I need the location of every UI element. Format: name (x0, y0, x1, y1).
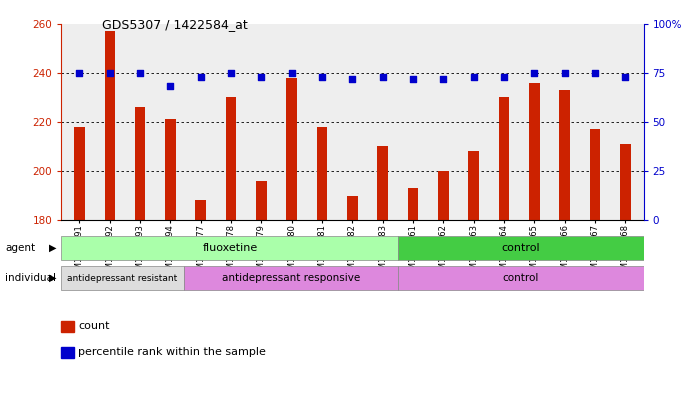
Bar (377, 146, 388, 220)
Point (438, 75, 449, 82)
Point (590, 70, 601, 76)
Point (469, 73, 479, 80)
Point (256, 73, 267, 80)
Bar (347, 195, 358, 220)
Point (529, 70, 540, 76)
Point (225, 70, 236, 76)
Point (317, 73, 328, 80)
Point (559, 70, 570, 76)
Point (104, 70, 115, 76)
Bar (469, 151, 479, 220)
Bar (195, 200, 206, 220)
Bar (620, 144, 631, 220)
Bar (74, 127, 85, 220)
Bar (590, 129, 601, 220)
Text: control: control (503, 273, 539, 283)
Bar (184, 266, 398, 290)
Bar (398, 236, 644, 260)
Point (195, 73, 206, 80)
Point (377, 73, 388, 80)
Bar (529, 83, 539, 220)
Bar (226, 97, 236, 220)
Bar (438, 171, 449, 220)
Text: GDS5307 / 1422584_at: GDS5307 / 1422584_at (102, 18, 248, 31)
Bar (287, 78, 297, 220)
Bar (559, 90, 570, 220)
Text: antidepressant resistant: antidepressant resistant (67, 274, 178, 283)
Bar (408, 188, 418, 220)
Point (286, 70, 297, 76)
Text: percentile rank within the sample: percentile rank within the sample (78, 347, 266, 357)
Bar (165, 119, 176, 220)
Text: ▶: ▶ (49, 273, 57, 283)
Text: fluoxetine: fluoxetine (202, 243, 257, 253)
Point (135, 70, 146, 76)
Bar (61, 266, 184, 290)
Point (347, 75, 358, 82)
Bar (398, 266, 644, 290)
Text: agent: agent (5, 242, 35, 253)
Bar (256, 181, 267, 220)
Text: count: count (78, 321, 110, 331)
Text: antidepressant responsive: antidepressant responsive (222, 273, 360, 283)
Point (165, 83, 176, 90)
Bar (498, 97, 509, 220)
Point (498, 73, 509, 80)
Bar (61, 236, 398, 260)
Text: control: control (502, 243, 540, 253)
Text: individual: individual (5, 273, 57, 283)
Point (74, 70, 85, 76)
Bar (104, 31, 115, 220)
Text: ▶: ▶ (49, 242, 57, 253)
Point (620, 73, 631, 80)
Point (408, 75, 419, 82)
Bar (135, 107, 146, 220)
Bar (317, 127, 328, 220)
